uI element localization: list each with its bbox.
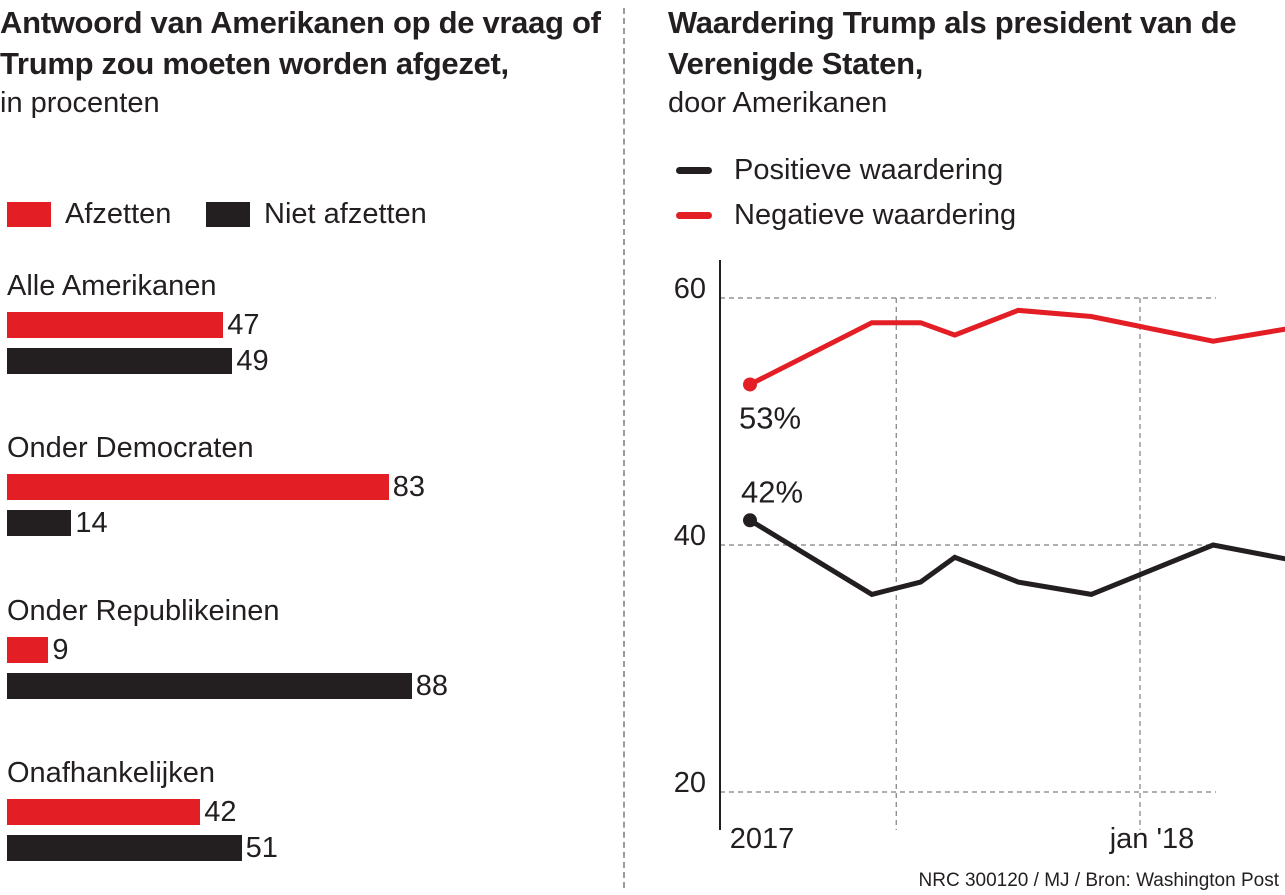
x-tick-label-jan-18: jan '18 [1109,823,1195,855]
left-chart-title: Antwoord van Amerikanen op de vraag of T… [0,5,601,81]
panel-divider [623,8,625,888]
group-label-onder-republikeinen: Onder Republikeinen [7,595,280,627]
right-chart-subtitle: door Amerikanen [668,87,888,119]
series-point-negatieve-waardering-first [743,377,757,392]
y-tick-label-20: 20 [674,767,706,799]
bar-value-afzetten-onder-democraten: 83 [392,471,426,503]
left-chart-subtitle: in procenten [0,87,160,119]
bar-afzetten-onafhankelijken [7,799,201,825]
bar-value-niet-afzetten-onder-democraten: 14 [75,507,108,539]
legend-label-positieve: Positieve waardering [734,154,1004,186]
series-point-positieve-waardering-first [743,513,757,528]
right-chart-title: Waardering Trump als president van de Ve… [668,5,1237,81]
legend-line-negatieve [676,212,712,219]
legend-positieve-waardering: Positieve waardering [676,154,1003,187]
bar-value-afzetten-alle-amerikanen: 47 [227,309,260,341]
y-tick-label-40: 40 [674,520,706,552]
bar-niet-afzetten-onafhankelijken [7,835,242,861]
bar-value-afzetten-onder-republikeinen: 9 [52,634,69,666]
bar-afzetten-alle-amerikanen [7,312,224,338]
bar-value-niet-afzetten-onder-republikeinen: 88 [415,670,449,702]
bar-niet-afzetten-alle-amerikanen [7,348,233,374]
x-tick-label-2017: 2017 [730,823,795,855]
group-label-onder-democraten: Onder Democraten [7,432,254,464]
bar-niet-afzetten-onder-democraten [7,510,72,536]
bar-afzetten-onder-democraten [7,474,389,500]
legend-niet-afzetten: Niet afzetten [206,198,427,231]
legend-label-negatieve: Negatieve waardering [734,199,1017,231]
legend-label-niet-afzetten: Niet afzetten [264,198,427,230]
bar-afzetten-onder-republikeinen [7,637,49,663]
bar-value-afzetten-onafhankelijken: 42 [204,796,237,828]
legend-swatch-niet-afzetten [206,202,250,227]
legend-swatch-afzetten [7,202,51,227]
legend-afzetten: Afzetten [7,198,171,231]
source-credit: NRC 300120 / MJ / Bron: Washington Post [918,870,1279,891]
annotation-positieve-waardering-first: 42% [741,474,803,509]
legend-negatieve-waardering: Negatieve waardering [676,199,1016,232]
legend-label-afzetten: Afzetten [65,198,172,230]
series-line-negatieve-waardering [748,307,1285,387]
legend-line-positieve [676,167,712,174]
bar-value-niet-afzetten-onafhankelijken: 51 [245,832,278,864]
group-label-onafhankelijken: Onafhankelijken [7,757,215,789]
group-label-alle-amerikanen: Alle Amerikanen [7,270,217,302]
y-tick-label-60: 60 [674,273,706,305]
bar-niet-afzetten-onder-republikeinen [7,673,412,699]
bar-value-niet-afzetten-alle-amerikanen: 49 [236,345,269,377]
annotation-negatieve-waardering-first: 53% [739,400,801,435]
series-line-positieve-waardering [748,518,1285,598]
